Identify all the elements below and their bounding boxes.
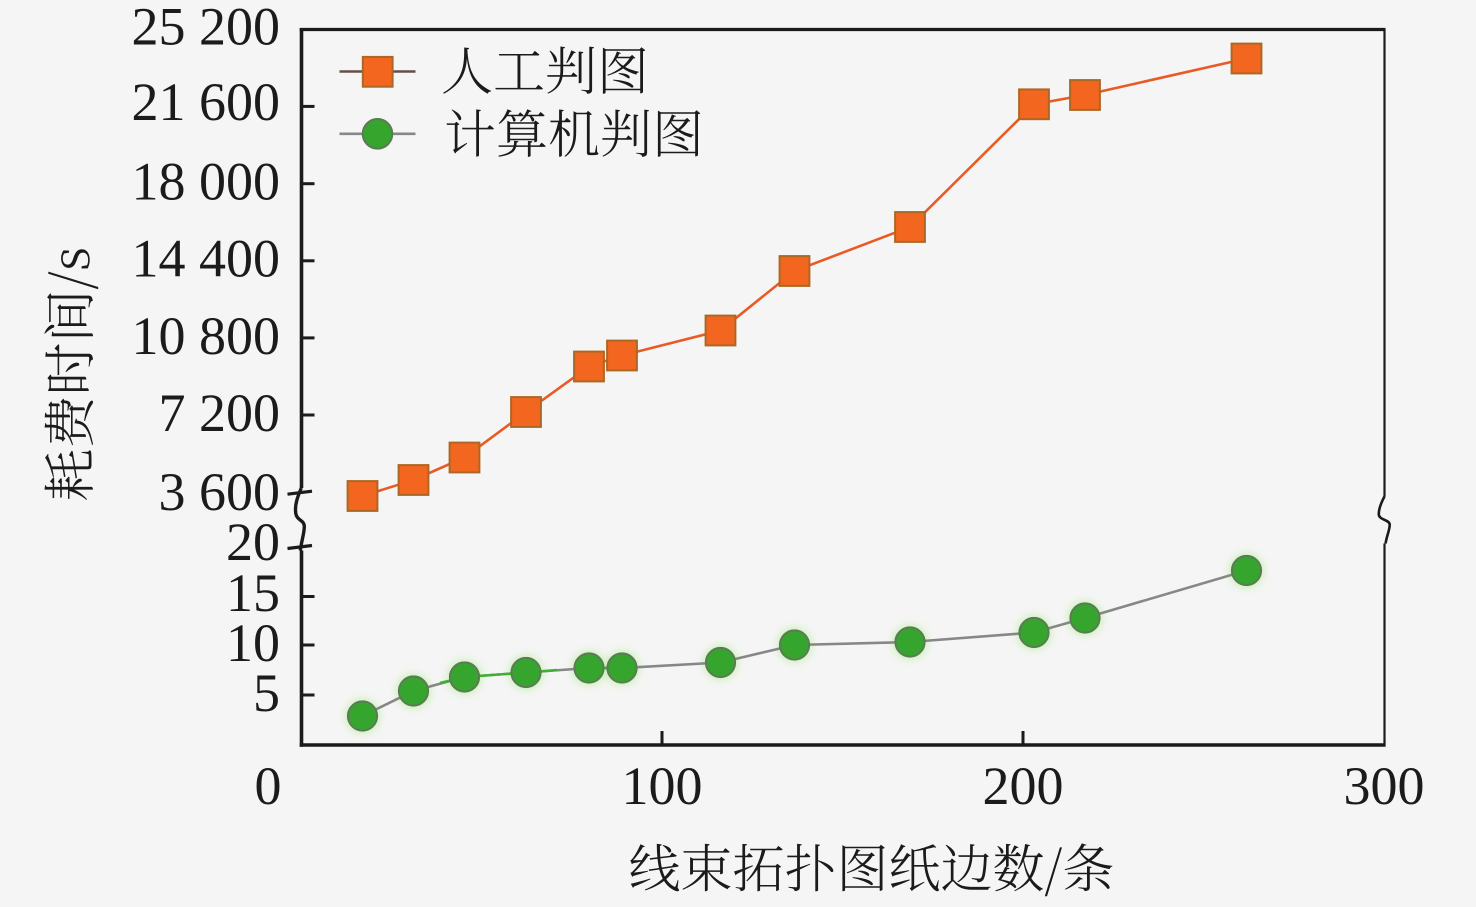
svg-text:20: 20 — [226, 512, 280, 572]
svg-text:5: 5 — [253, 663, 280, 723]
svg-text:21 600: 21 600 — [132, 72, 281, 132]
svg-text:7 200: 7 200 — [159, 383, 281, 443]
svg-text:0: 0 — [255, 756, 282, 816]
svg-text:10: 10 — [226, 613, 280, 673]
svg-text:3 600: 3 600 — [159, 462, 281, 522]
svg-text:10 800: 10 800 — [132, 306, 281, 366]
svg-text:100: 100 — [622, 756, 703, 816]
svg-text:14 400: 14 400 — [132, 229, 281, 289]
svg-text:300: 300 — [1344, 756, 1425, 816]
svg-text:18 000: 18 000 — [132, 152, 281, 212]
svg-text:15: 15 — [226, 563, 280, 623]
svg-text:25 200: 25 200 — [132, 0, 281, 56]
svg-text:200: 200 — [983, 756, 1064, 816]
